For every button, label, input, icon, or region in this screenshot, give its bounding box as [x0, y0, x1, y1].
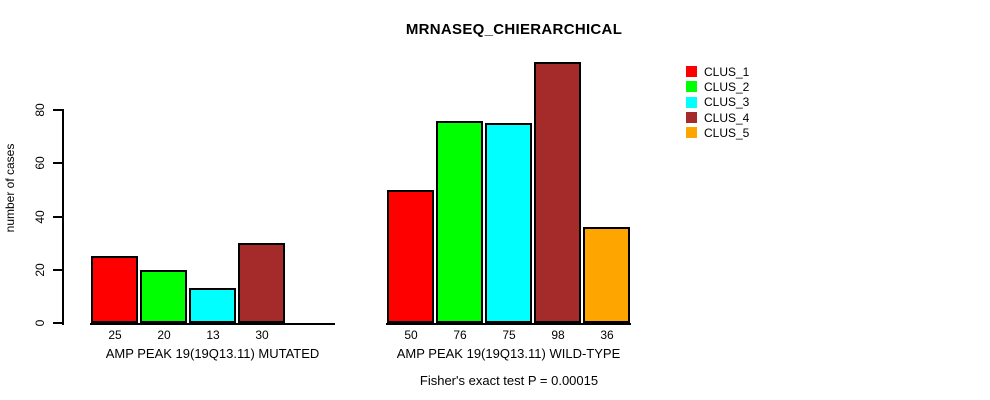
legend-label: CLUS_1 [704, 64, 750, 79]
legend-swatch-icon [686, 81, 697, 93]
y-tick-label-0: 0 [33, 319, 47, 327]
y-tick-label-60: 60 [33, 156, 47, 170]
bar-value-label: 36 [600, 328, 614, 342]
y-tick-label-40: 40 [33, 209, 47, 224]
bar-value-label: 75 [502, 328, 516, 342]
legend-label: CLUS_2 [704, 79, 750, 94]
bar-clus_4-group-1 [238, 243, 285, 323]
y-tick-80 [53, 109, 62, 111]
bar-value-label: 20 [157, 328, 171, 342]
legend-swatch-icon [686, 127, 697, 139]
legend-label: CLUS_3 [704, 95, 750, 110]
legend-label: CLUS_5 [704, 125, 750, 140]
legend: CLUS_1 CLUS_2 CLUS_3 CLUS_4 CLUS_5 [686, 64, 749, 140]
y-tick-20 [53, 268, 62, 271]
y-axis-title: number of cases [3, 143, 17, 233]
bar-value-label: 13 [206, 328, 220, 342]
legend-label: CLUS_4 [704, 110, 750, 125]
group-caption-2: AMP PEAK 19(19Q13.11) WILD-TYPE [396, 346, 621, 361]
legend-swatch-icon [686, 96, 697, 108]
bar-clus_1-group-2 [387, 190, 434, 323]
group-caption-1: AMP PEAK 19(19Q13.11) MUTATED [105, 346, 320, 361]
bar-clus_3-group-1 [189, 288, 236, 323]
bar-clus_4-group-2 [534, 62, 581, 323]
legend-item-clus_1: CLUS_1 [686, 64, 749, 79]
legend-swatch-icon [686, 66, 697, 78]
y-axis-line [62, 109, 64, 325]
bar-clus_1-group-1 [91, 256, 138, 323]
y-tick-0 [53, 322, 62, 324]
bar-clus_3-group-2 [485, 123, 532, 323]
legend-item-clus_3: CLUS_3 [686, 95, 749, 110]
y-tick-label-20: 20 [33, 263, 47, 277]
x-baseline-group-1 [90, 323, 335, 325]
bar-clus_2-group-2 [436, 121, 483, 323]
bar-value-label: 25 [108, 328, 122, 342]
legend-item-clus_2: CLUS_2 [686, 79, 749, 94]
bar-clus_5-group-2 [583, 227, 630, 323]
fisher-test-annotation: Fisher's exact test P = 0.00015 [419, 373, 599, 388]
legend-item-clus_5: CLUS_5 [686, 125, 749, 140]
legend-swatch-icon [686, 112, 697, 124]
x-baseline-group-2 [386, 323, 631, 325]
bar-value-label: 76 [453, 328, 467, 342]
y-tick-40 [53, 215, 62, 218]
bar-clus_2-group-1 [140, 270, 187, 323]
bar-value-label: 98 [551, 328, 565, 342]
chart-title: MRNASEQ_CHIERARCHICAL [405, 21, 623, 38]
bar-value-label: 30 [255, 328, 269, 342]
y-tick-label-80: 80 [33, 103, 47, 117]
legend-item-clus_4: CLUS_4 [686, 110, 749, 125]
bar-value-label: 50 [404, 328, 418, 342]
y-tick-60 [53, 162, 62, 165]
